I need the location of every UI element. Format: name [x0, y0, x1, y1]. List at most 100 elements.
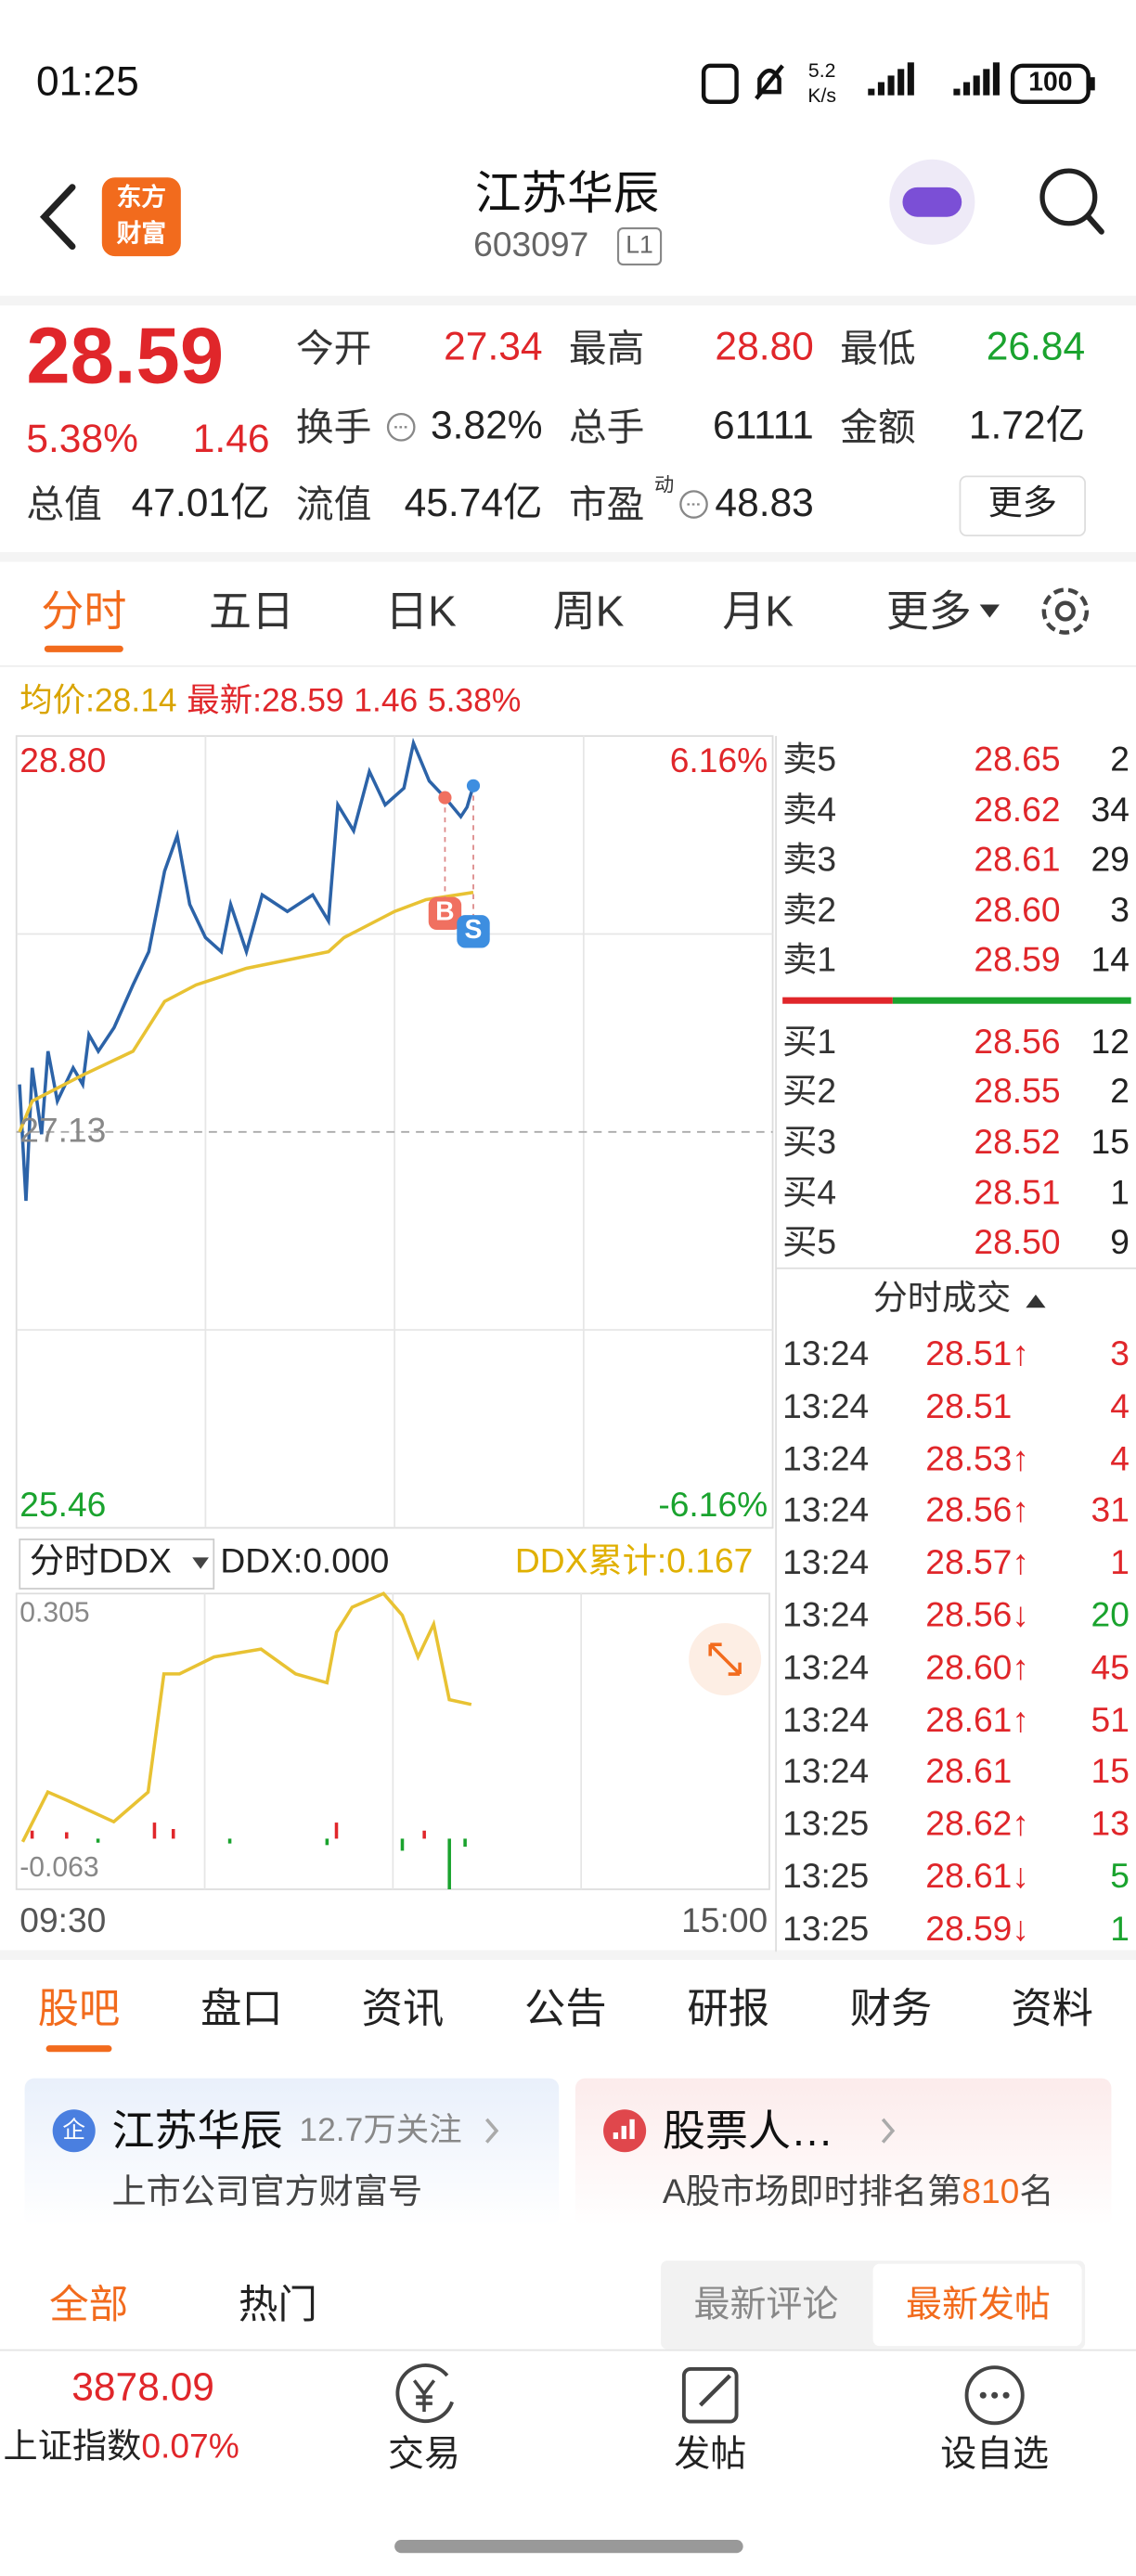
chart-tab[interactable]: 月K — [722, 586, 794, 636]
trade-time: 13:24 — [782, 1649, 870, 1687]
divider — [0, 551, 1136, 562]
chart-tab[interactable]: 五日 — [208, 586, 295, 636]
trade-time: 13:24 — [782, 1387, 870, 1426]
book-volume: 34 — [1091, 792, 1130, 831]
book-divider-green — [892, 997, 1131, 1004]
card-meta: 12.7万关注 — [299, 2112, 462, 2148]
trade-volume: 1 — [1110, 1910, 1130, 1949]
card-title[interactable]: 股票人… — [662, 2106, 834, 2156]
x-tick-label: 09:30 — [19, 1902, 107, 1940]
chart-tab[interactable]: 日K — [385, 586, 457, 636]
book-volume: 14 — [1091, 941, 1130, 980]
more-button-text[interactable]: 更多 — [988, 484, 1057, 522]
nav-item[interactable]: 设自选 — [940, 2433, 1050, 2475]
filter-tab[interactable]: 全部 — [49, 2284, 129, 2328]
change-amount: 1.46 — [192, 417, 270, 462]
signal-bar — [868, 88, 875, 96]
expand-icon — [708, 1642, 742, 1676]
sort-arrow — [1026, 1294, 1046, 1308]
field-label: 金额 — [840, 405, 916, 448]
signal-bar — [953, 88, 961, 96]
status-time: 01:25 — [35, 58, 139, 105]
field-label: 总手 — [568, 405, 645, 448]
section-tab[interactable]: 公告 — [524, 1985, 607, 2032]
ddx-cumulative: DDX累计:0.167 — [514, 1542, 754, 1581]
ddx-bar — [65, 1832, 69, 1839]
section-tab[interactable]: 资讯 — [361, 1985, 445, 2032]
field-label: 今开 — [295, 326, 372, 369]
book-price: 28.56 — [974, 1023, 1061, 1062]
logo-text: 东方 — [116, 183, 166, 212]
sort-option[interactable]: 最新评论 — [693, 2284, 839, 2325]
nav-item[interactable]: 发帖 — [674, 2433, 747, 2475]
index-line: 上证指数0.07% — [4, 2427, 239, 2469]
chart-tab[interactable]: 更多 — [885, 586, 972, 636]
settings-icon-core — [1054, 600, 1076, 622]
trade-icon-yen — [412, 2379, 436, 2412]
section-tab[interactable]: 资料 — [1011, 1985, 1093, 2032]
book-price: 28.51 — [974, 1174, 1061, 1213]
section-tab[interactable]: 股吧 — [37, 1985, 121, 2032]
book-label: 买3 — [782, 1123, 837, 1162]
rank-icon-bar — [629, 2119, 635, 2140]
book-price: 28.65 — [974, 741, 1061, 779]
index-value[interactable]: 3878.09 — [71, 2365, 214, 2411]
trade-price: 28.57↑ — [925, 1544, 1029, 1583]
chevron — [484, 2118, 499, 2144]
trade-volume: 5 — [1110, 1858, 1130, 1896]
nav-item[interactable]: 交易 — [388, 2433, 460, 2475]
trade-badge-label: B — [435, 898, 455, 927]
chart-tab[interactable]: 分时 — [41, 586, 127, 636]
trade-point — [438, 791, 452, 805]
section-underline — [45, 2045, 112, 2053]
section-tab[interactable]: 研报 — [687, 1985, 770, 2032]
filter-tab[interactable]: 热门 — [238, 2284, 317, 2328]
last-price: 28.59 — [26, 314, 225, 402]
mute-icon — [755, 64, 784, 100]
trade-volume: 51 — [1091, 1701, 1130, 1740]
card-title[interactable]: 江苏华辰 — [111, 2106, 283, 2156]
book-label: 买1 — [782, 1023, 837, 1062]
ddx-bar — [422, 1830, 426, 1839]
y-tick-label: 28.80 — [19, 742, 107, 780]
net-speed-unit: K/s — [807, 83, 837, 107]
field-label: 市盈 — [568, 483, 645, 526]
level-badge — [616, 227, 663, 266]
trade-price: 28.61↓ — [925, 1858, 1029, 1896]
trade-price: 28.56↑ — [925, 1492, 1029, 1530]
book-label: 卖4 — [782, 792, 837, 831]
indicator-select[interactable] — [19, 1538, 215, 1590]
section-tab[interactable]: 盘口 — [200, 1985, 283, 2032]
y-tick-label: 0.305 — [19, 1597, 90, 1629]
search-icon[interactable] — [1039, 168, 1098, 226]
trade-volume: 3 — [1110, 1335, 1130, 1374]
more-button[interactable] — [959, 475, 1086, 537]
rank-icon-bar — [613, 2132, 619, 2140]
avg-label: 均价: — [19, 682, 95, 719]
latest-label: 最新: — [187, 682, 262, 719]
signal-bar — [887, 75, 895, 96]
trade-badge — [457, 915, 490, 948]
trade-time: 13:24 — [782, 1335, 870, 1374]
latest-change: 1.46 — [354, 682, 419, 719]
rank-prefix: A股市场即时排名第 — [662, 2173, 962, 2211]
book-volume: 3 — [1110, 892, 1130, 930]
card-bg — [24, 2078, 560, 2226]
chart-tab[interactable]: 周K — [552, 586, 625, 636]
signal-bar — [907, 62, 914, 96]
field-value: 61111 — [713, 404, 814, 449]
divider — [0, 295, 1136, 306]
trade-time: 13:25 — [782, 1858, 870, 1896]
book-price: 28.50 — [974, 1223, 1061, 1262]
book-price: 28.61 — [974, 841, 1061, 880]
indicator-name[interactable]: 分时DDX — [29, 1542, 172, 1581]
trade-price: 28.62↑ — [925, 1805, 1029, 1844]
field-value: 26.84 — [986, 325, 1086, 370]
signal-bar — [963, 82, 971, 96]
sort-option[interactable]: 最新发帖 — [906, 2284, 1051, 2325]
info-line: 均价:28.14 最新:28.59 1.46 5.38% — [19, 681, 521, 722]
back-button[interactable] — [39, 184, 76, 251]
post-icon-pen — [699, 2374, 732, 2407]
settings-icon[interactable] — [1041, 587, 1090, 635]
section-tab[interactable]: 财务 — [849, 1985, 933, 2032]
